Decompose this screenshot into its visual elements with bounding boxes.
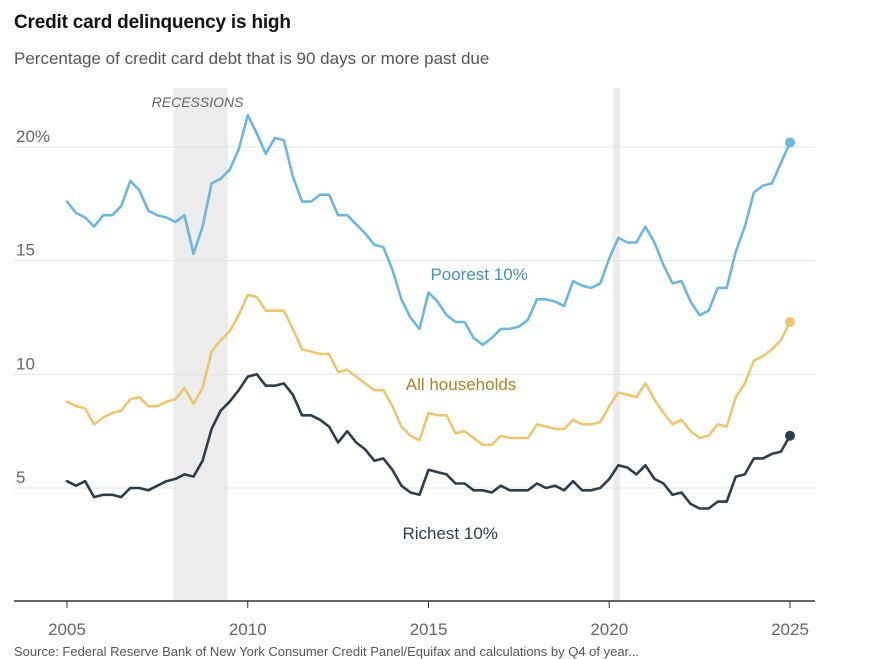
recession-bands: RECESSIONS [152, 88, 621, 601]
series-line [65, 372, 792, 510]
y-tick-label: 20% [16, 127, 50, 146]
series-label: Richest 10% [402, 524, 497, 543]
y-tick-label: 10 [16, 354, 35, 373]
chart-subtitle: Percentage of credit card debt that is 9… [14, 49, 490, 68]
recession-label: RECESSIONS [152, 94, 244, 110]
series-lines [65, 113, 795, 510]
x-tick-label: 2005 [48, 620, 86, 639]
series-line [65, 113, 792, 347]
y-tick-label: 15 [16, 241, 35, 260]
x-axis: 2005 2010 2015 2020 2025 [14, 600, 815, 639]
recession-band [612, 88, 621, 601]
chart-title: Credit card delinquency is high [14, 12, 291, 33]
x-tick-label: 2020 [590, 620, 628, 639]
series-end-dot [785, 317, 795, 328]
series-labels: Poorest 10% All households Richest 10% [402, 265, 527, 543]
x-tick-label: 2025 [771, 620, 809, 639]
x-tick-label: 2015 [410, 620, 448, 639]
gridlines: 5 10 15 20% [14, 127, 815, 489]
series-end-dot [785, 430, 795, 441]
x-tick-label: 2010 [229, 620, 267, 639]
source-note: Source: Federal Reserve Bank of New York… [14, 644, 640, 659]
recession-band [173, 88, 228, 601]
series-end-dot [785, 137, 795, 148]
series-label: All households [406, 375, 517, 394]
y-tick-label: 5 [16, 468, 25, 487]
series-label: Poorest 10% [430, 265, 527, 284]
series-line [65, 293, 792, 447]
